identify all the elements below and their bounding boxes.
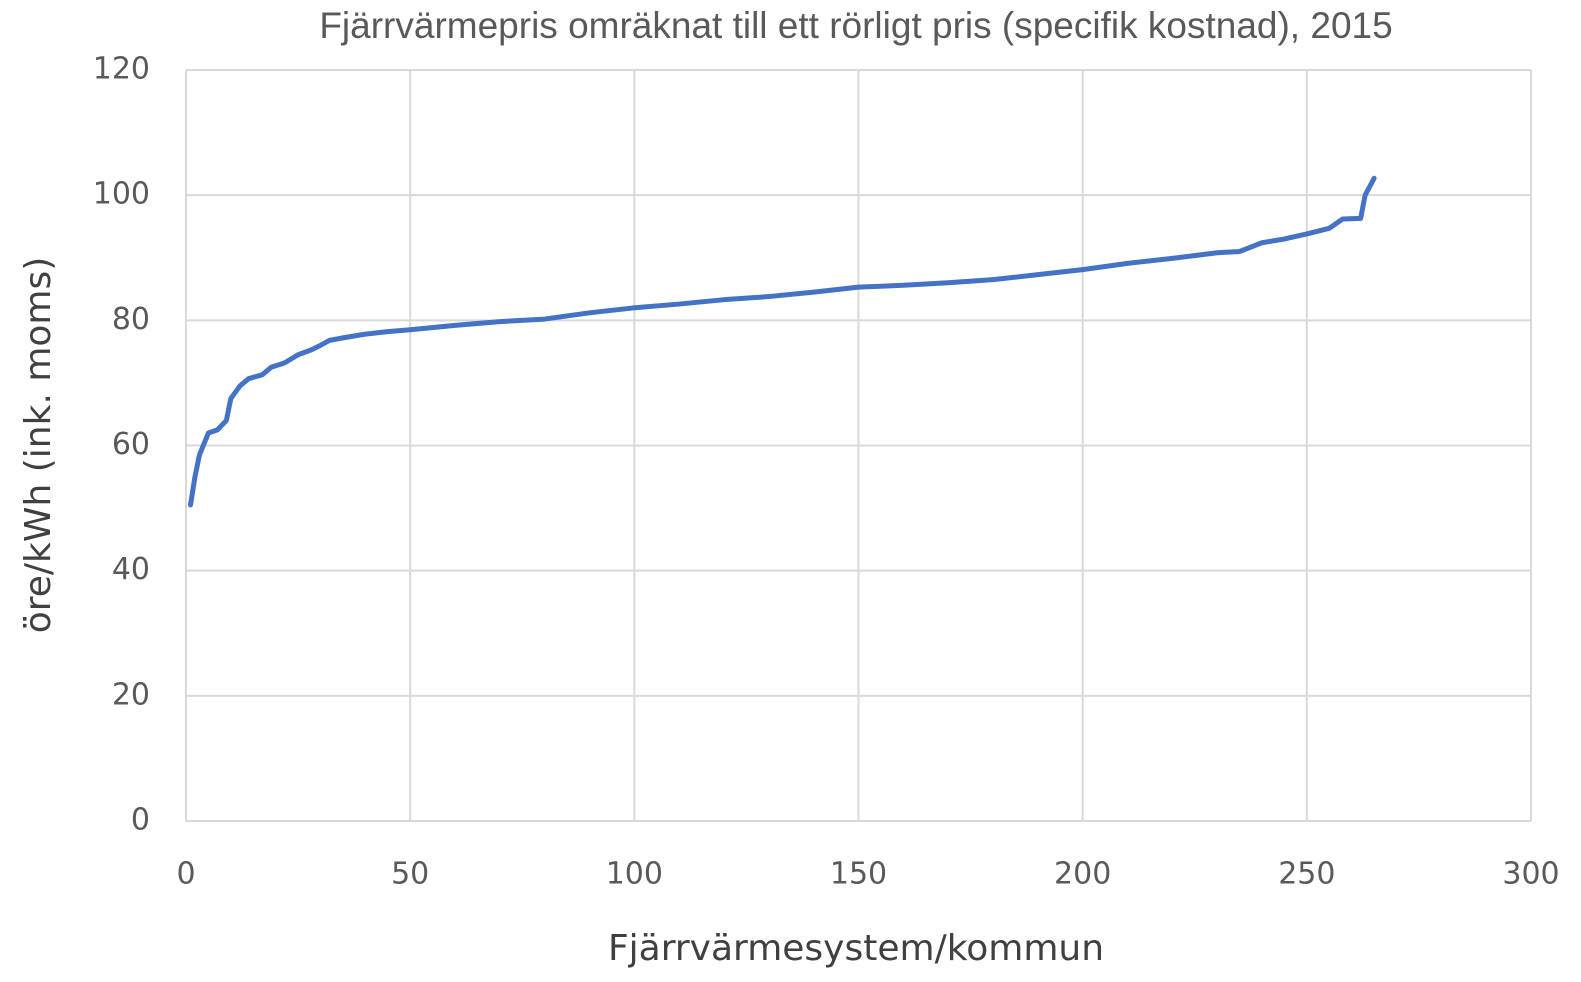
chart-title: Fjärrvärmepris omräknat till ett rörligt… — [319, 5, 1392, 46]
y-tick-label: 80 — [112, 302, 150, 337]
y-tick-label: 0 — [131, 803, 150, 838]
x-tick-label: 250 — [1278, 857, 1335, 892]
y-tick-label: 60 — [112, 427, 150, 462]
x-tick-label: 50 — [391, 857, 429, 892]
x-tick-label: 200 — [1054, 857, 1111, 892]
y-tick-label: 40 — [112, 552, 150, 587]
y-tick-label: 120 — [93, 52, 150, 87]
y-tick-label: 100 — [93, 177, 150, 212]
x-tick-label: 150 — [830, 857, 887, 892]
x-tick-label: 100 — [606, 857, 663, 892]
x-tick-label: 0 — [176, 857, 195, 892]
x-tick-label: 300 — [1502, 857, 1559, 892]
x-axis-label: Fjärrvärmesystem/kommun — [608, 928, 1104, 969]
y-axis-label: öre/kWh (ink. moms) — [18, 257, 59, 634]
y-tick-label: 20 — [112, 677, 150, 712]
data-line — [187, 175, 1377, 508]
